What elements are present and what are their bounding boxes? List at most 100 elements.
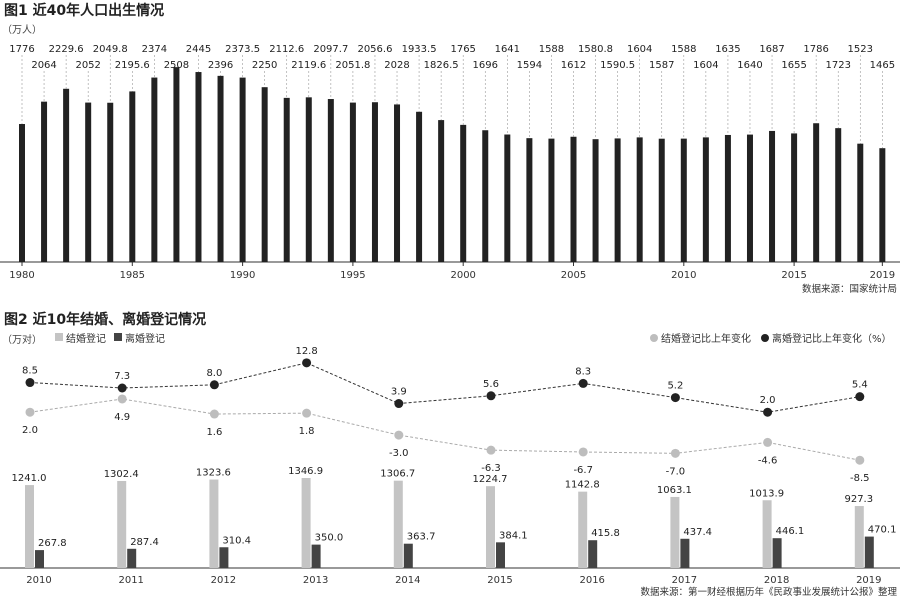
- bar-value-label: 2064: [31, 60, 56, 71]
- x-tick-label: 2019: [856, 575, 881, 586]
- divorce-change-label: 5.4: [852, 380, 868, 391]
- divorce-change-point: [578, 378, 588, 388]
- bar: [724, 134, 731, 262]
- bar: [217, 75, 224, 262]
- x-tick-label: 2016: [579, 575, 604, 586]
- x-tick-label: 1980: [9, 270, 34, 281]
- bar-value-label: 1588: [539, 44, 564, 55]
- bar-value-label: 2373.5: [225, 44, 260, 55]
- x-tick-label: 2005: [561, 270, 586, 281]
- divorce-change-label: 2.0: [760, 395, 776, 406]
- bar-value-label: 2396: [208, 60, 233, 71]
- bar-value-label: 1588: [671, 44, 696, 55]
- bar-value-label: 1604: [693, 60, 718, 71]
- bar-value-label: 1765: [450, 44, 475, 55]
- bar-value-label: 2052: [75, 60, 100, 71]
- bar: [416, 111, 423, 262]
- bar: [680, 138, 687, 262]
- x-tick-label: 2015: [487, 575, 512, 586]
- divorce-change-label: 7.3: [114, 371, 130, 382]
- bar-divorce-label: 310.4: [222, 535, 251, 546]
- bar-marriage-label: 1013.9: [749, 488, 784, 499]
- chart2-source: 数据来源：第一财经根据历年《民政事业发展统计公报》整理: [640, 586, 897, 598]
- bar-divorce-label: 415.8: [591, 528, 620, 539]
- x-tick-label: 2010: [26, 575, 51, 586]
- chart1-unit: （万人）: [2, 24, 42, 36]
- bar-value-label: 2508: [164, 60, 189, 71]
- bar-marriage-label: 1346.9: [288, 466, 323, 477]
- bar-value-label: 2112.6: [269, 44, 304, 55]
- bar: [702, 137, 709, 262]
- legend-marriage-label: 结婚登记: [66, 332, 106, 345]
- bar: [570, 136, 577, 262]
- bar-value-label: 2195.6: [115, 60, 150, 71]
- bar-divorce: [127, 548, 137, 568]
- x-tick-label: 2000: [450, 270, 475, 281]
- divorce-change-line: [29, 362, 860, 413]
- x-tick-label: 2012: [211, 575, 236, 586]
- bar-value-label: 2028: [384, 60, 409, 71]
- bar-divorce: [311, 544, 321, 568]
- x-tick-label: 2014: [395, 575, 420, 586]
- divorce-change-label: 5.2: [667, 381, 683, 392]
- chart2-unit: （万对）: [2, 333, 42, 346]
- x-tick-label: 2013: [303, 575, 328, 586]
- bar: [41, 101, 48, 263]
- marriage-change-point: [670, 448, 680, 458]
- x-tick-label: 2019: [870, 270, 895, 281]
- bar-marriage-label: 1224.7: [473, 474, 508, 485]
- marriage-change-label: 2.0: [22, 425, 38, 436]
- divorce-change-point: [486, 391, 496, 401]
- divorce-change-point: [25, 378, 35, 388]
- bar-value-label: 1723: [825, 60, 850, 71]
- bar-marriage: [578, 491, 588, 568]
- x-tick-label: 2010: [671, 270, 696, 281]
- bar: [835, 128, 842, 262]
- bar-value-label: 2374: [142, 44, 167, 55]
- bar-divorce-label: 287.4: [130, 537, 159, 548]
- bar: [283, 97, 290, 262]
- marriage-change-point: [763, 437, 773, 447]
- marriage-change-point: [209, 409, 219, 419]
- bar-value-label: 1635: [715, 44, 740, 55]
- bar-divorce-label: 267.8: [38, 538, 67, 549]
- bar-value-label: 1594: [517, 60, 542, 71]
- x-tick-label: 1995: [340, 270, 365, 281]
- marriage-change-label: -3.0: [389, 448, 409, 459]
- divorce-change-point: [117, 383, 127, 393]
- bar: [636, 137, 643, 262]
- bar: [129, 91, 136, 263]
- bar: [107, 102, 114, 262]
- bar: [173, 67, 180, 262]
- bar-marriage: [762, 500, 772, 568]
- bar-value-label: 1696: [473, 60, 498, 71]
- bar: [548, 138, 555, 262]
- bar: [195, 72, 202, 263]
- bar-value-label: 1587: [649, 60, 674, 71]
- bar: [85, 102, 92, 263]
- bar-divorce: [588, 540, 598, 568]
- marriage-change-label: 1.6: [206, 427, 222, 438]
- bar: [394, 104, 401, 262]
- bar-value-label: 1640: [737, 60, 762, 71]
- bar-value-label: 2097.7: [313, 44, 348, 55]
- chart2-title: 图2 近10年结婚、离婚登记情况: [4, 311, 206, 328]
- bar-divorce: [35, 550, 44, 568]
- marriage-change-point: [394, 430, 404, 440]
- marriage-change-label: -7.0: [666, 466, 686, 477]
- bar-marriage-label: 1306.7: [380, 469, 415, 480]
- bar-value-label: 1523: [848, 44, 873, 55]
- bar-value-label: 2056.6: [357, 44, 392, 55]
- divorce-change-label: 5.6: [483, 379, 499, 390]
- bar: [504, 134, 511, 262]
- divorce-change-label: 3.9: [391, 387, 407, 398]
- bar: [19, 124, 25, 262]
- legend-divorce-swatch: [114, 333, 122, 341]
- bar-value-label: 1641: [495, 44, 520, 55]
- x-tick-label: 2011: [118, 575, 143, 586]
- bar-value-label: 1776: [9, 44, 34, 55]
- bar: [526, 138, 533, 262]
- bar-marriage: [670, 496, 680, 568]
- bar: [239, 77, 246, 262]
- divorce-change-point: [855, 392, 865, 402]
